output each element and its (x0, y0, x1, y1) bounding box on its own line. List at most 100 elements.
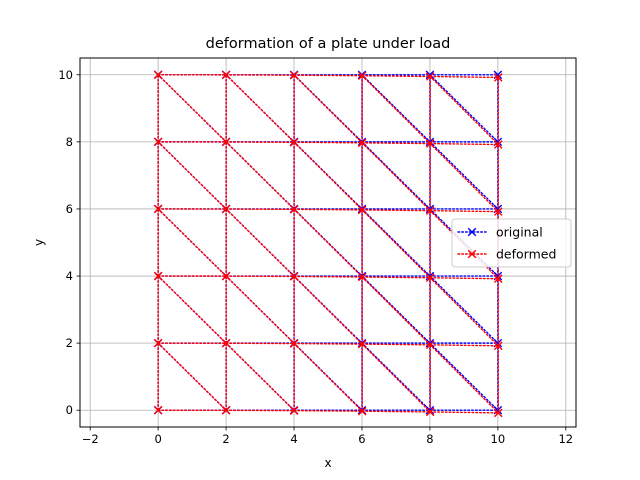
marker-stroke (357, 71, 367, 81)
series-layer (153, 70, 503, 418)
mesh-edge (293, 275, 363, 345)
mesh-node-marker (493, 73, 503, 82)
marker-stroke (289, 205, 299, 214)
legend-marker (467, 249, 477, 259)
mesh-node-marker (493, 274, 503, 284)
mesh-node-marker (425, 206, 435, 215)
x-tick-label: 2 (222, 432, 229, 446)
mesh-node-marker (221, 406, 231, 415)
marker-stroke (153, 204, 163, 214)
marker-stroke (493, 341, 503, 351)
mesh-edge (361, 343, 431, 346)
y-tick-label: 6 (66, 202, 73, 216)
mesh-edge (225, 141, 295, 211)
marker-stroke (153, 271, 163, 281)
mesh-node-marker (493, 207, 503, 216)
marker-stroke (425, 407, 435, 417)
mesh-edge (225, 74, 295, 143)
y-tick-label: 2 (66, 336, 73, 350)
mesh-edge (429, 74, 499, 143)
marker-stroke (425, 72, 435, 81)
mesh-edge (429, 344, 499, 347)
mesh-edge (361, 209, 431, 279)
chart-title: deformation of a plate under load (206, 36, 451, 52)
mesh-node-marker (289, 339, 299, 348)
mesh-edge (157, 275, 227, 344)
x-axis-label: x (324, 456, 331, 470)
mesh-node-marker (289, 406, 299, 415)
marker-stroke (493, 207, 503, 216)
mesh-edge (429, 277, 499, 347)
marker-stroke (425, 70, 435, 80)
mesh-node-marker (493, 341, 503, 351)
legend: original deformed (451, 218, 572, 268)
marker-stroke (357, 339, 367, 349)
marker-stroke (289, 137, 299, 147)
marker-stroke (357, 138, 367, 148)
mesh-edge (429, 411, 499, 414)
mesh-edge (293, 275, 363, 278)
mesh-edge (429, 277, 499, 280)
mesh-edge (225, 275, 295, 345)
mesh-node-marker (493, 140, 503, 149)
marker-stroke (153, 70, 163, 80)
legend-box (451, 218, 572, 268)
x-tick-label: 4 (290, 432, 297, 446)
mesh-edge (293, 74, 363, 77)
mesh-node-marker (153, 70, 163, 80)
marker-stroke (425, 139, 435, 148)
marker-stroke (221, 338, 231, 348)
mesh-edge (225, 208, 295, 278)
marker-stroke (221, 406, 231, 415)
marker-stroke (467, 227, 477, 237)
mesh-node-marker (221, 137, 231, 147)
marker-stroke (221, 137, 231, 147)
mesh-node-marker (153, 137, 163, 147)
marker-stroke (221, 271, 231, 281)
mesh-node-marker (221, 70, 231, 80)
mesh-edge (429, 209, 499, 213)
legend-marker (467, 227, 477, 237)
mesh-edge (293, 208, 363, 278)
y-tick-label: 10 (58, 68, 73, 82)
mesh-edge (293, 141, 363, 211)
marker-stroke (357, 205, 367, 215)
mesh-node-marker (357, 339, 367, 349)
mesh-edge (429, 342, 499, 411)
mesh-edge (429, 142, 499, 213)
mesh-node-marker (153, 271, 163, 281)
marker-stroke (289, 406, 299, 415)
mesh-node-marker (221, 204, 231, 214)
x-tick-label: 6 (358, 432, 365, 446)
ticks: −2 0 2 4 6 8 10 12 0 2 4 6 8 10 (58, 68, 573, 446)
marker-stroke (153, 338, 163, 348)
mesh-node-marker (425, 407, 435, 417)
marker-stroke (357, 406, 367, 416)
mesh-edge (293, 74, 363, 144)
mesh-node-marker (425, 273, 435, 283)
mesh-node-marker (357, 272, 367, 282)
mesh-edge (361, 276, 431, 279)
y-axis-label: y (32, 239, 46, 246)
mesh-node-marker (357, 205, 367, 215)
mesh-edge (361, 343, 431, 413)
mesh-node-marker (289, 205, 299, 214)
mesh-edge (361, 75, 431, 78)
plot-frame (79, 57, 577, 428)
y-tick-label: 4 (66, 269, 73, 283)
mesh-edge (293, 342, 363, 412)
x-tick-label: 0 (154, 432, 161, 446)
mesh-edge (361, 75, 431, 145)
x-tick-label: 10 (491, 432, 506, 446)
mesh-edge (157, 342, 227, 412)
mesh-edge (293, 409, 363, 412)
series-deformed (153, 70, 503, 418)
mesh-edge (157, 74, 227, 143)
marker-stroke (153, 405, 163, 415)
mesh-node-marker (153, 405, 163, 415)
mesh-edge (429, 344, 499, 414)
mesh-node-marker (153, 204, 163, 214)
mesh-edge (429, 142, 499, 146)
mesh-node-marker (425, 139, 435, 148)
